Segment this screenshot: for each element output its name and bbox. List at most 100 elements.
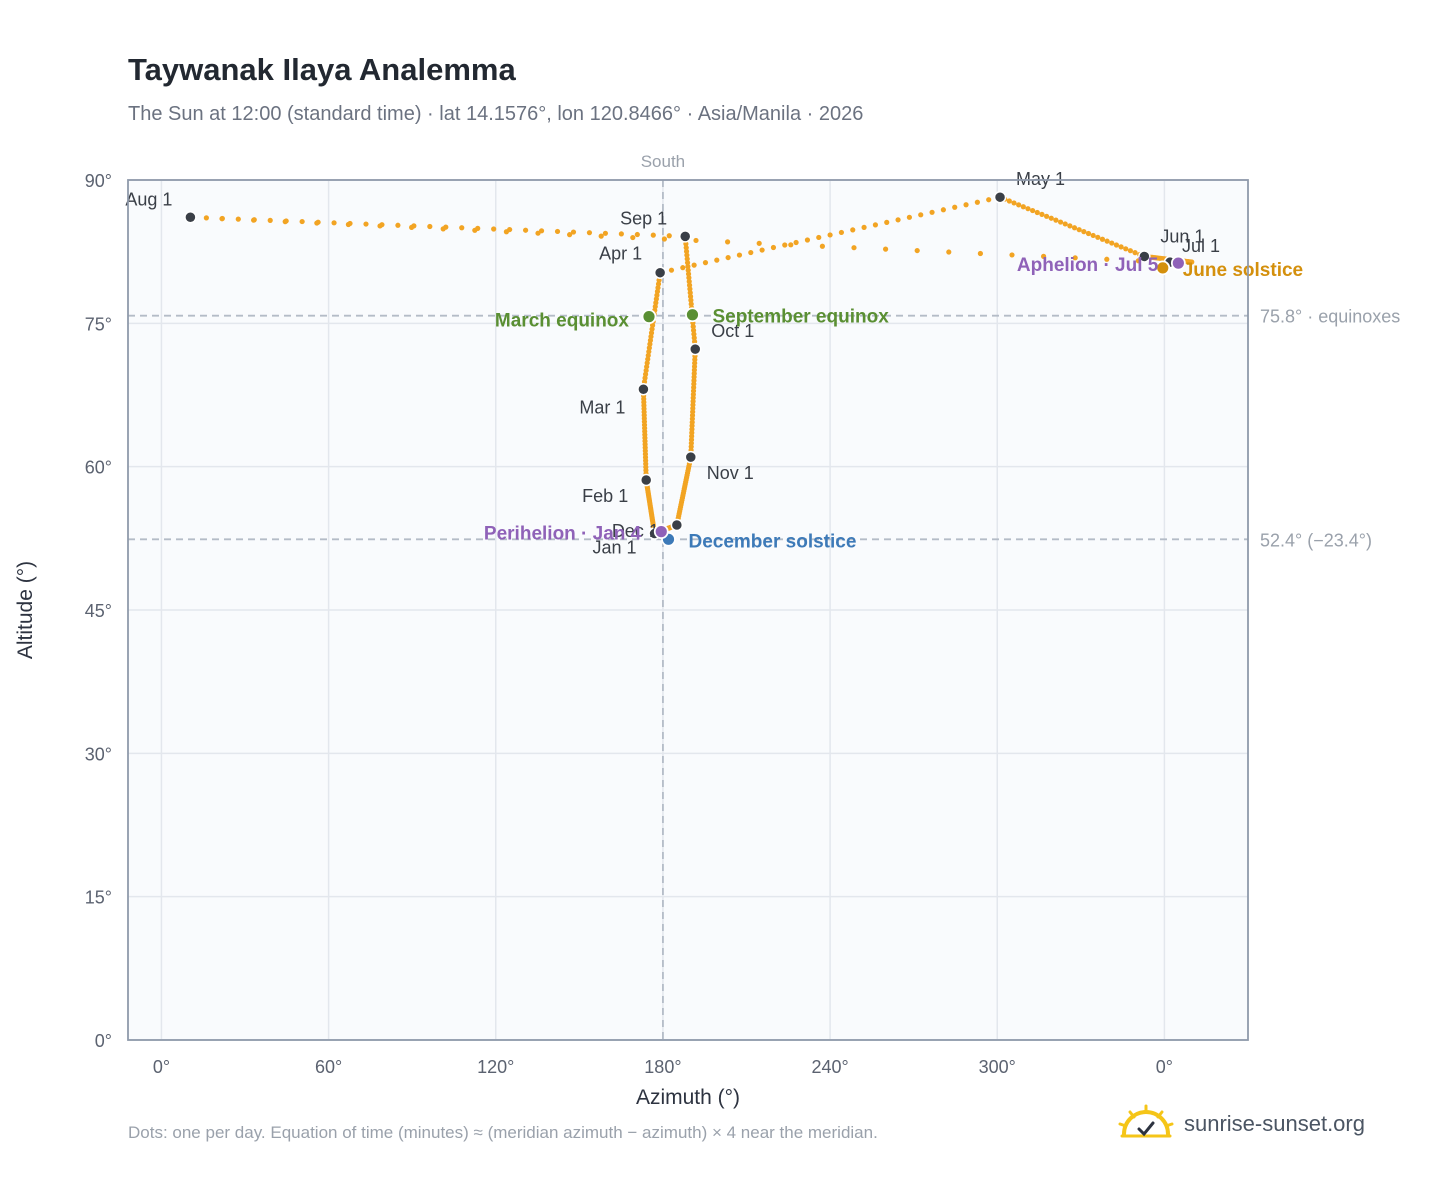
daily-dot (946, 249, 952, 255)
daily-dot (554, 228, 561, 235)
daily-dot (788, 242, 794, 248)
daily-dot (1123, 246, 1129, 252)
daily-dot (650, 232, 656, 238)
daily-dot (1030, 207, 1036, 214)
daily-dot (459, 225, 465, 231)
daily-dot (884, 219, 890, 225)
daily-dot (1189, 259, 1195, 265)
daily-dot (793, 239, 799, 246)
event-marker (685, 307, 700, 323)
daily-dot (602, 230, 609, 236)
month-marker (678, 230, 692, 243)
daily-dot (882, 246, 889, 252)
daily-dot (686, 282, 693, 288)
daily-dot (714, 257, 720, 263)
daily-dot (1072, 255, 1078, 261)
daily-dot (522, 227, 529, 233)
daily-dot (1085, 230, 1092, 237)
chart-title: Taywanak Ilaya Analemma (128, 52, 516, 87)
daily-dot (1118, 244, 1124, 250)
daily-dot (570, 229, 577, 235)
daily-dot (379, 222, 385, 228)
daily-dot (918, 212, 924, 218)
daily-dot (850, 227, 856, 233)
axes: 0° 60° 120° 180° 240° 300° 0° 0° 15° 30° 45° 60° 75°… (85, 171, 1249, 1077)
daily-dot (986, 197, 992, 203)
daily-dot (1048, 215, 1054, 221)
daily-dot (1006, 198, 1012, 204)
brand[interactable]: sunrise-sunset.org (1118, 1100, 1365, 1148)
daily-dot (691, 331, 697, 337)
daily-dot (411, 223, 417, 229)
x-tick-label: 0° (153, 1057, 170, 1077)
event-marker (1170, 255, 1186, 271)
daily-dot (686, 278, 692, 285)
daily-dot (759, 247, 765, 253)
month-label: Oct 1 (711, 321, 754, 341)
daily-dot (443, 224, 449, 230)
daily-dot (684, 252, 690, 258)
daily-dot (687, 290, 693, 296)
daily-dot (1011, 200, 1017, 206)
daily-dot (691, 335, 697, 341)
daily-dot (914, 247, 920, 254)
x-tick-label: 60° (315, 1057, 342, 1077)
daily-dot (1127, 248, 1133, 254)
daily-dot (977, 250, 983, 257)
chart-subtitle: The Sun at 12:00 (standard time) · lat 1… (128, 103, 864, 125)
daily-dot (1020, 204, 1026, 210)
daily-dot (666, 233, 672, 239)
event-markers: March equinox September equinox June solst… (484, 255, 1303, 552)
daily-dot (685, 267, 691, 273)
event-label: March equinox (495, 311, 630, 332)
daily-dot (816, 234, 822, 241)
daily-dot (872, 222, 879, 228)
daily-dot (1034, 209, 1040, 216)
daily-dot (895, 217, 901, 223)
daily-dot (598, 233, 604, 239)
solstice-altitude-label: 52.4° (−23.4°) (1260, 530, 1372, 550)
daily-dot (1067, 223, 1073, 229)
daily-dot (1095, 234, 1101, 240)
footnote: Dots: one per day. Equation of time (min… (128, 1123, 878, 1142)
month-marker (184, 211, 197, 224)
x-tick-label: 0° (1156, 1057, 1173, 1077)
daily-dot (683, 248, 690, 255)
daily-dot (1062, 221, 1068, 227)
month-marker (688, 342, 702, 356)
daily-dot (1132, 250, 1138, 256)
event-label: December solstice (688, 531, 856, 552)
meridian-label: South (641, 152, 685, 171)
daily-dot (684, 256, 690, 262)
daily-dot (235, 216, 241, 222)
daily-dot (963, 202, 969, 208)
daily-dot (940, 207, 946, 213)
daily-dot (1099, 236, 1106, 242)
daily-dot (219, 215, 225, 222)
daily-dot (685, 271, 692, 277)
daily-dot (491, 226, 497, 232)
daily-dot (683, 245, 689, 251)
daily-dot (1025, 206, 1031, 212)
month-marker (670, 518, 684, 532)
daily-dot (203, 215, 209, 221)
brand-text: sunrise-sunset.org (1184, 1111, 1365, 1136)
daily-dot (684, 260, 691, 266)
y-tick-label: 60° (85, 458, 112, 478)
month-label: Mar 1 (579, 397, 625, 417)
daily-dot (756, 240, 762, 246)
daily-dot (691, 262, 697, 268)
daily-dot (586, 230, 593, 236)
y-axis-label: Altitude (°) (14, 561, 37, 659)
month-marker (1138, 250, 1151, 263)
y-tick-label: 0° (95, 1031, 112, 1051)
daily-dot (251, 217, 257, 223)
daily-dot (1071, 225, 1078, 231)
daily-dot (725, 254, 731, 261)
daily-dot (668, 267, 675, 273)
daily-dot (1104, 238, 1110, 244)
x-tick-label: 240° (811, 1057, 848, 1077)
daily-dot (952, 204, 958, 210)
daily-dot (827, 232, 833, 238)
